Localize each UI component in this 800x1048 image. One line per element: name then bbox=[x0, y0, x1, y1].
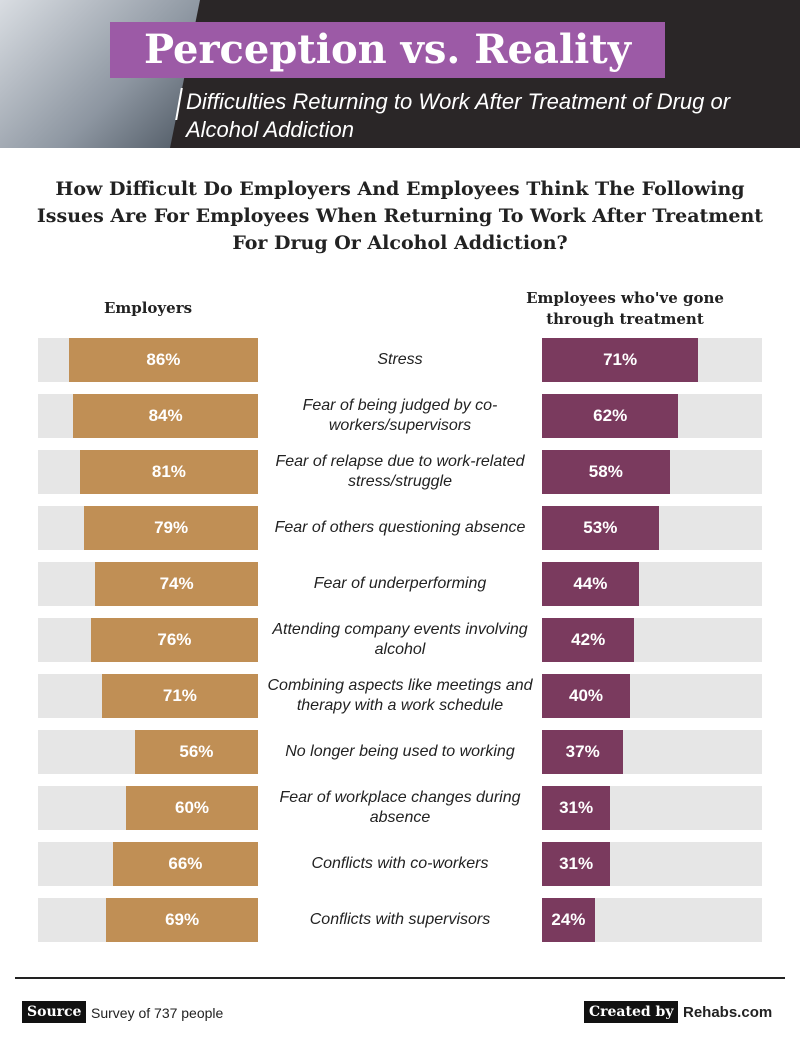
bar bbox=[542, 786, 611, 830]
legend-right: Employees who've gone through treatment bbox=[526, 289, 724, 328]
legend-left: Employers bbox=[103, 299, 193, 317]
value-label: 60% bbox=[174, 798, 210, 817]
value-label: 71% bbox=[603, 350, 638, 369]
title: Perception vs. Reality bbox=[110, 22, 665, 78]
bar bbox=[112, 842, 258, 886]
bar bbox=[542, 394, 679, 438]
category-label: Conflicts with co-workers bbox=[311, 855, 489, 872]
category-label: Fear of workplace changes during absence bbox=[279, 789, 521, 826]
subtitle: Difficulties Returning to Work After Tre… bbox=[186, 89, 731, 142]
bar bbox=[73, 394, 258, 438]
bar bbox=[134, 730, 258, 774]
value-label: 79% bbox=[154, 518, 189, 537]
category-label: Conflicts with supervisors bbox=[309, 911, 491, 928]
bar bbox=[84, 506, 258, 550]
value-label: 86% bbox=[146, 350, 181, 369]
category-label: Fear of being judged by co-workers/super… bbox=[302, 397, 498, 434]
value-label: 40% bbox=[568, 686, 604, 705]
bar bbox=[542, 338, 699, 382]
value-label: 81% bbox=[151, 462, 186, 481]
bar bbox=[542, 898, 595, 942]
bar bbox=[106, 898, 258, 942]
value-label: 31% bbox=[559, 854, 594, 873]
bar bbox=[68, 338, 258, 382]
bar bbox=[90, 618, 258, 662]
value-label: 66% bbox=[168, 854, 203, 873]
value-label: 37% bbox=[565, 742, 600, 761]
value-label: 74% bbox=[159, 574, 194, 593]
category-label: Attending company events involving alcoh… bbox=[272, 621, 528, 658]
value-label: 69% bbox=[165, 910, 200, 929]
bar bbox=[95, 562, 258, 606]
source: Survey of 737 people bbox=[91, 1005, 224, 1021]
bar bbox=[542, 450, 670, 494]
value-label: 53% bbox=[583, 518, 618, 537]
bar bbox=[126, 786, 258, 830]
rule bbox=[15, 977, 785, 979]
question: How Difficult Do Employers And Employees… bbox=[36, 178, 764, 254]
value-label: 62% bbox=[593, 406, 628, 425]
bar bbox=[542, 674, 630, 718]
category-label: Fear of relapse due to work-related stre… bbox=[275, 453, 525, 490]
value-label: 84% bbox=[148, 406, 183, 425]
category-label: Fear of others questioning absence bbox=[274, 519, 526, 536]
bar bbox=[542, 618, 635, 662]
credit-label: Created by bbox=[584, 1001, 679, 1023]
bar bbox=[542, 562, 639, 606]
category-label: Fear of underperforming bbox=[313, 575, 487, 592]
value-label: 44% bbox=[573, 574, 608, 593]
value-label: 71% bbox=[162, 686, 197, 705]
credit: Rehabs.com bbox=[683, 1004, 773, 1021]
value-label: 58% bbox=[588, 462, 623, 481]
value-label: 76% bbox=[157, 630, 192, 649]
source-label: Source bbox=[22, 1001, 87, 1023]
bar bbox=[79, 450, 258, 494]
category-label: Stress bbox=[377, 351, 423, 368]
bar bbox=[542, 506, 659, 550]
value-label: 31% bbox=[559, 798, 594, 817]
category-label: No longer being used to working bbox=[285, 743, 515, 760]
bar bbox=[542, 842, 611, 886]
bar bbox=[542, 730, 624, 774]
bar bbox=[101, 674, 258, 718]
category-label: Combining aspects like meetings and ther… bbox=[267, 677, 533, 714]
value-label: 42% bbox=[571, 630, 606, 649]
value-label: 24% bbox=[551, 910, 586, 929]
value-label: 56% bbox=[179, 742, 214, 761]
